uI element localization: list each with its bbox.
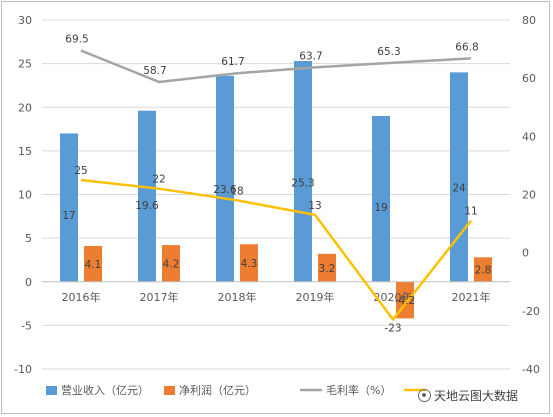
line-data-label: 66.8 [455,41,478,53]
bar-revenue [216,75,234,282]
bar-data-label: 23.6 [213,184,237,196]
line-gross-margin [80,49,472,84]
right-tick-label: 40 [522,130,536,143]
x-tick-label: 2020年 [374,290,413,304]
bar-data-label: 2.8 [475,265,492,277]
bar-data-label: 4.3 [241,258,258,270]
bar-net-profit [474,257,492,282]
legend-label: 净利润（亿元） [179,383,256,397]
line-data-label: 65.3 [377,46,400,58]
legend-swatch [164,386,175,395]
bar-data-label: 25.3 [291,177,314,189]
bar-revenue [372,115,390,282]
data-labels: 17 19.6 23.6 25.3 19 24 4.1 4.2 4.3 3.2 -4.2 2.8 69.… [62,34,491,335]
left-tick-label: -10 [14,363,32,376]
watermark: 天地云图大数据 [418,387,518,404]
left-tick-label: 25 [18,58,32,71]
bar-revenue [60,133,78,282]
line-data-label: -23 [384,323,401,335]
bar-data-label: 24 [452,183,466,195]
line-yellow-series [80,178,472,321]
bar-revenue [138,110,156,282]
line-data-label: 63.7 [299,50,322,62]
x-tick-label: 2016年 [62,290,101,304]
watermark-logo-icon [418,389,431,402]
left-tick-label: -5 [21,319,32,332]
legend: 营业收入（亿元） 净利润（亿元） 毛利率（%） [46,383,426,397]
line-data-label: 11 [464,206,477,218]
line-data-label: 58.7 [143,65,166,77]
right-tick-label: 20 [522,189,536,202]
bar-net-profit [318,253,336,282]
line-data-label: 61.7 [221,56,244,68]
bar-data-label: 4.1 [85,259,102,271]
legend-label: 营业收入（亿元） [61,383,149,397]
bar-net-profit [162,245,180,282]
left-tick-label: 30 [18,14,32,27]
left-tick-label: 15 [18,145,32,158]
bar-data-label: 4.2 [163,258,180,270]
right-tick-label: 60 [522,72,536,85]
bar-net-profit [84,245,102,282]
bar-series [60,61,492,319]
x-tick-label: 2019年 [296,290,335,304]
x-tick-label: 2021年 [452,290,491,304]
line-data-label: 69.5 [65,34,88,46]
gridlines [42,19,510,370]
bar-data-label: 19.6 [135,200,159,212]
line-series [80,49,472,321]
watermark-text: 天地云图大数据 [434,389,519,403]
bar-revenue [450,72,468,282]
bar-data-label: 17 [62,210,75,222]
x-tick-label: 2017年 [140,290,179,304]
left-tick-label: 0 [25,276,32,289]
line-data-label: 22 [152,174,165,186]
right-tick-label: 0 [522,247,529,260]
line-data-label: 13 [308,200,321,212]
bar-net-profit [240,244,258,282]
right-tick-label: -40 [522,363,540,376]
legend-label: 毛利率（%） [326,383,391,397]
bar-revenue [294,61,312,282]
left-tick-label: 20 [18,101,32,114]
left-tick-label: 5 [25,232,32,245]
line-data-label: 25 [74,165,87,177]
x-tick-label: 2018年 [218,290,257,304]
right-tick-label: 80 [522,14,536,27]
bar-data-label: 19 [374,202,387,214]
x-axis: 2016年 2017年 2018年 2019年 2020年 2021年 [62,290,491,304]
left-tick-label: 10 [18,189,32,202]
bar-data-label: 3.2 [319,263,336,275]
left-y-axis: 30 25 20 15 10 5 0 -5 -10 [14,14,32,376]
legend-swatch [46,386,57,395]
right-tick-label: -20 [522,305,540,318]
right-y-axis: 80 60 40 20 0 -20 -40 [522,14,540,376]
bar-data-label: -4.2 [395,295,416,307]
line-data-label: 18 [230,185,243,197]
